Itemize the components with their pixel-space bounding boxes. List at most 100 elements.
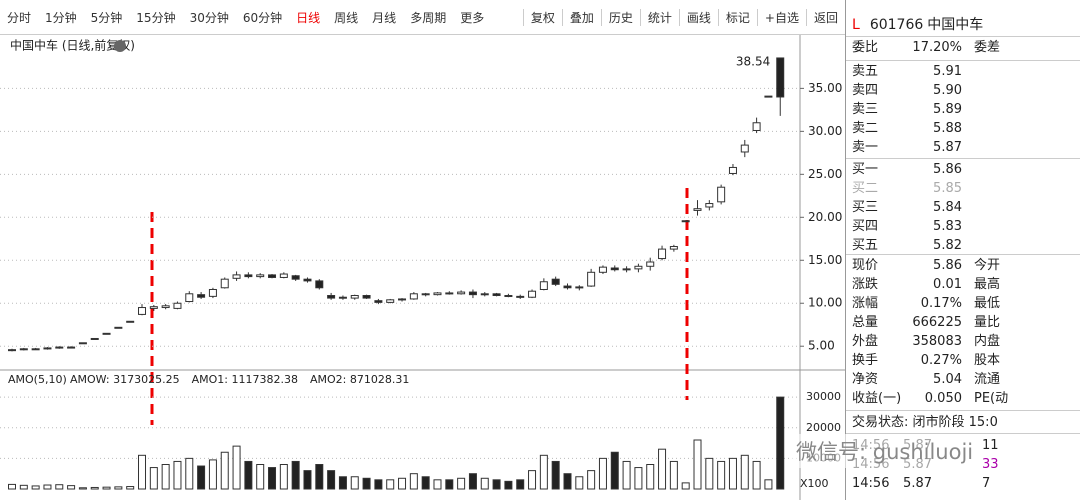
tool-button[interactable]: +自选 (756, 8, 806, 26)
volume-bar (539, 454, 548, 490)
volume-bar (598, 457, 607, 490)
period-tab[interactable]: 月线 (372, 10, 397, 25)
ask-row-cell: 5.90 (933, 83, 962, 98)
toolbar: 分时 1分钟 5分钟 15分钟 30分钟 60分钟 日线 周线 月线 多周期 更多 复权 叠加 历史 统计画… (0, 0, 845, 35)
candle-body (279, 273, 288, 278)
tool-button[interactable]: 标记 (717, 8, 757, 26)
candle-body (646, 261, 655, 267)
weibi-row-cell: 委比 (852, 40, 879, 55)
period-tab[interactable]: 分时 (7, 10, 32, 25)
volume-bar (31, 485, 40, 490)
candle-body (315, 280, 324, 289)
volume-bar (728, 457, 737, 490)
bid-row-cell: 5.82 (933, 238, 962, 253)
tool-button[interactable]: 画线 (678, 8, 718, 26)
candle-body (705, 203, 714, 208)
volume-bar (114, 486, 123, 490)
volume-bar (126, 486, 135, 490)
stat-row-cell: 最低 (974, 296, 1001, 311)
stock-header: L 601766 中国中车 (852, 16, 1080, 35)
watermark: 微信号: gushiluoji (790, 434, 980, 468)
stat-row-cell: 5.86 (933, 258, 962, 273)
period-tab[interactable]: 60分钟 (242, 10, 283, 25)
candle-body (90, 337, 99, 340)
y-tick-label: 20000 (806, 421, 841, 434)
period-tab[interactable]: 日线 (296, 10, 321, 25)
period-tab[interactable]: 多周期 (410, 10, 447, 25)
candle-body (516, 295, 525, 298)
volume-bar (528, 470, 537, 490)
ask-row-cell: 卖三 (852, 102, 879, 117)
period-tab[interactable]: 15分钟 (136, 10, 176, 25)
candle-body (102, 332, 111, 335)
volume-bar (421, 476, 430, 490)
volume-bar (256, 464, 265, 490)
stat-row-cell: 涨跌 (852, 277, 879, 292)
ask-row: 卖二 5.88 (852, 119, 1080, 138)
bid-row-cell: 5.84 (933, 200, 962, 215)
period-tab[interactable]: 更多 (460, 10, 485, 25)
volume-bar (291, 460, 300, 490)
candle-body (457, 291, 466, 295)
volume-bar (327, 470, 336, 490)
volume-bar (669, 460, 678, 490)
candle-body (338, 296, 347, 299)
separator (846, 433, 1080, 434)
volume-bar (220, 451, 229, 490)
stat-row: 涨跌 0.01 最高 (852, 275, 1080, 294)
tool-button[interactable]: 统计 (639, 8, 679, 26)
candle-body (551, 278, 560, 285)
volume-bar (658, 448, 667, 490)
candle-body (78, 342, 87, 345)
volume-bar (516, 479, 525, 490)
bid-row-cell: 买三 (852, 200, 879, 215)
volume-bar (90, 486, 99, 490)
stat-row-cell: 0.17% (920, 296, 962, 311)
volume-bar (8, 483, 16, 490)
volume-bar (457, 477, 466, 490)
candle-body (185, 293, 194, 303)
ask-row: 卖一 5.87 (852, 138, 1080, 157)
candle-body (350, 295, 359, 299)
period-tab[interactable]: 周线 (334, 10, 359, 25)
candle-body (197, 294, 206, 298)
ask-row-cell: 5.88 (933, 121, 962, 136)
ask-row-cell: 5.89 (933, 102, 962, 117)
candle-body (563, 285, 572, 289)
volume-bar (303, 470, 312, 490)
ask-row: 卖五 5.91 (852, 62, 1080, 81)
y-tick-label: 5.00 (808, 339, 835, 353)
stat-row-cell: 收益(一) (852, 391, 902, 406)
market-tag: L (852, 17, 860, 33)
candle-body (587, 271, 596, 287)
tool-button[interactable]: 返回 (805, 8, 845, 26)
dropdown-icon[interactable] (114, 40, 126, 52)
tool-button[interactable]: 历史 (600, 8, 640, 26)
trade-row: 14:56 5.87 7 (852, 474, 1080, 493)
candle-body (622, 268, 631, 271)
bid-row: 买二 5.85 (852, 179, 1080, 198)
candle-body (67, 346, 76, 349)
tool-button[interactable]: 叠加 (561, 8, 601, 26)
stat-row-cell: 358083 (912, 334, 962, 349)
volume-bar (138, 454, 147, 490)
volume-bar (468, 473, 477, 490)
ask-row-cell: 卖二 (852, 121, 879, 136)
bid-row-cell: 5.85 (933, 181, 962, 196)
weibi-row-cell: 17.20% (912, 40, 962, 55)
stat-row-cell: 内盘 (974, 334, 1001, 349)
volume-bar (717, 460, 726, 490)
period-tab[interactable]: 30分钟 (189, 10, 229, 25)
volume-bar (315, 464, 324, 490)
volume-bar (398, 477, 407, 490)
tool-button[interactable]: 复权 (522, 8, 562, 26)
period-tab[interactable]: 1分钟 (45, 10, 77, 25)
candle-body (598, 266, 607, 273)
bid-row: 买五 5.82 (852, 236, 1080, 255)
stat-row: 涨幅 0.17% 最低 (852, 294, 1080, 313)
volume-bar (244, 460, 253, 490)
candle-body (362, 295, 371, 299)
ask-row: 卖四 5.90 (852, 81, 1080, 100)
volume-bar (587, 470, 596, 490)
period-tab[interactable]: 5分钟 (90, 10, 123, 25)
